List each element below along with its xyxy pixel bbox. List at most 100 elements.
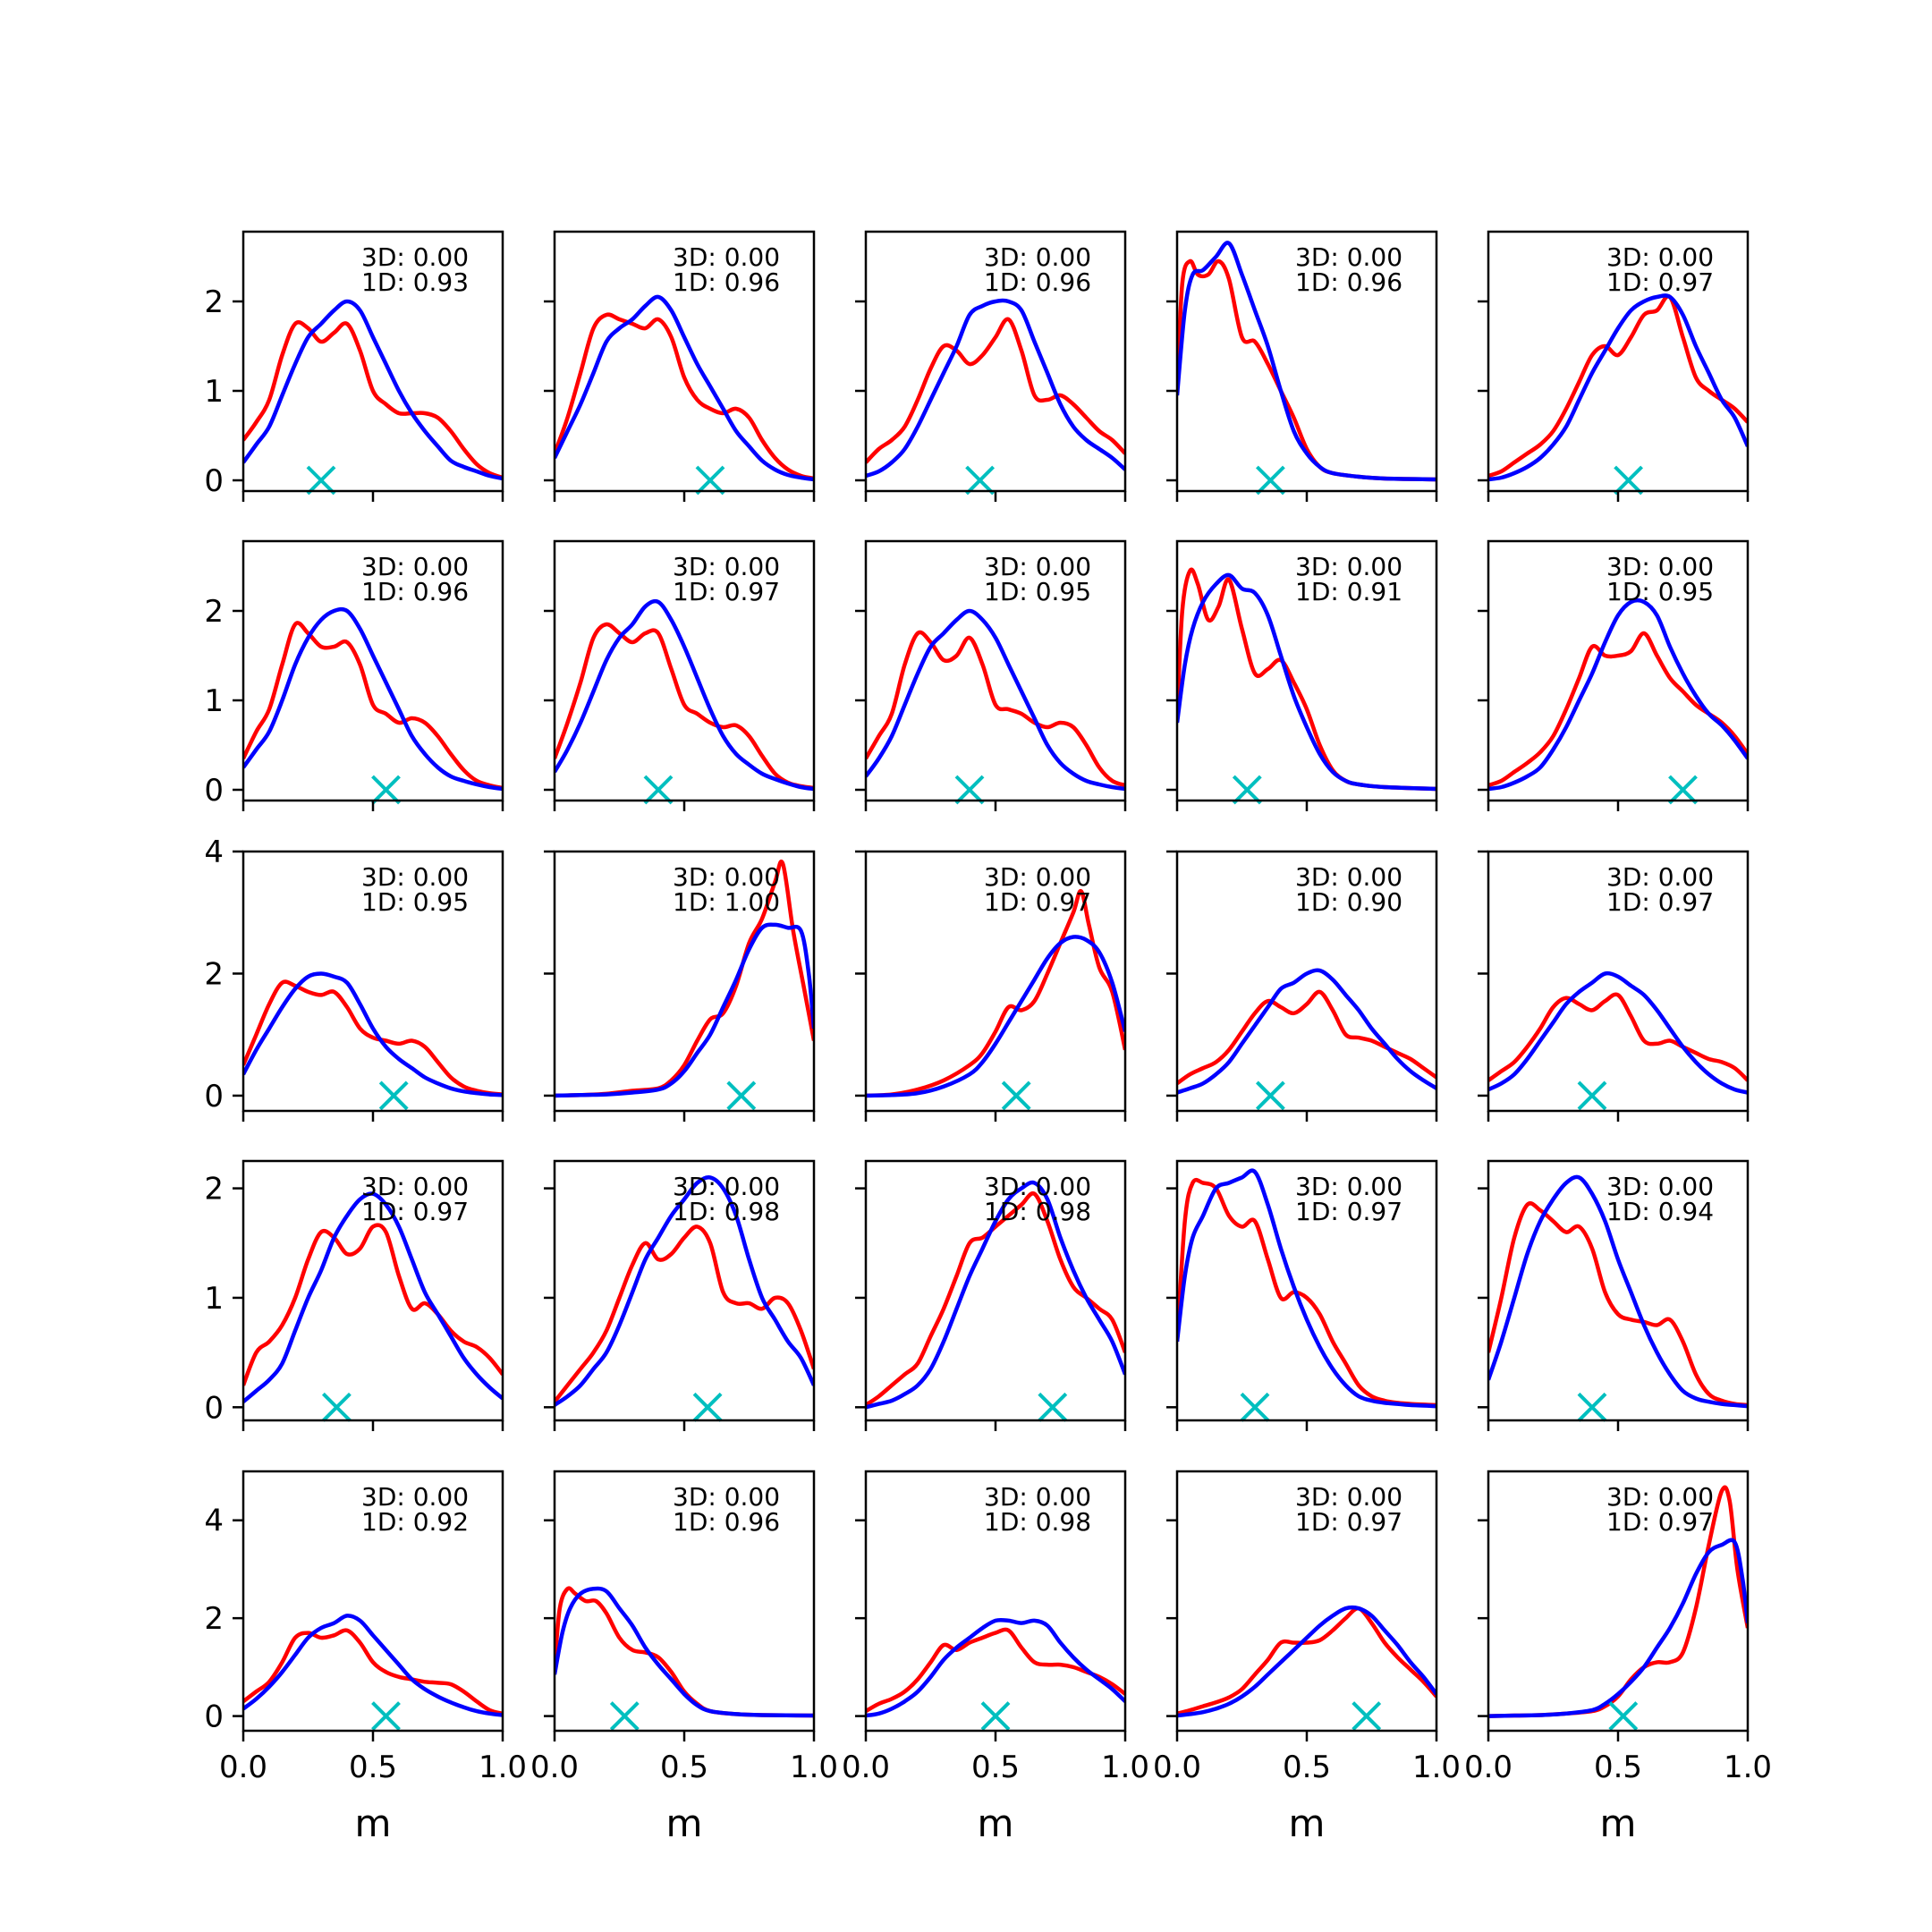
marker-stroke — [1001, 1080, 1031, 1111]
marker-stroke — [695, 465, 725, 496]
marker-x — [378, 1080, 409, 1111]
blue-series-line — [555, 1586, 814, 1718]
marker-stroke — [1240, 1392, 1270, 1422]
panel-annotation: 3D: 0.00 — [361, 1482, 469, 1512]
panel-annotation: 3D: 0.00 — [984, 242, 1091, 272]
panel-annotation: 1D: 0.97 — [1295, 1507, 1402, 1537]
y-tick-label: 2 — [204, 1172, 224, 1208]
marker-stroke — [1038, 1392, 1068, 1422]
red-series-line — [243, 1628, 503, 1716]
marker-x — [1577, 1080, 1607, 1111]
panel-annotation: 1D: 0.96 — [673, 1507, 780, 1537]
x-tick-label: 1.0 — [479, 1750, 527, 1785]
panel-annotation: 1D: 0.97 — [673, 577, 780, 606]
blue-series-line — [555, 922, 814, 1098]
blue-series-line — [866, 608, 1125, 792]
blue-series-line — [243, 1614, 503, 1717]
panel-annotation: 3D: 0.00 — [984, 862, 1091, 892]
panel-annotation: 3D: 0.00 — [673, 1482, 780, 1512]
y-tick-label: 0 — [204, 1390, 224, 1426]
y-tick-label: 1 — [204, 683, 224, 719]
panel-annotation: 3D: 0.00 — [673, 862, 780, 892]
red-series-line — [555, 1224, 814, 1403]
red-series-line — [1488, 1201, 1748, 1408]
marker-x — [726, 1080, 757, 1111]
panel-annotation: 3D: 0.00 — [1606, 1482, 1714, 1512]
blue-series-line — [1488, 1174, 1748, 1409]
panel-annotation: 1D: 0.97 — [984, 887, 1091, 917]
marker-stroke — [1577, 1392, 1607, 1422]
panel-annotation: 1D: 1.00 — [673, 887, 780, 917]
marker-x — [1255, 465, 1285, 496]
marker-stroke — [1608, 1701, 1639, 1731]
blue-series-line — [243, 606, 503, 792]
marker-stroke — [1668, 775, 1698, 805]
panel-annotation: 1D: 0.97 — [1606, 1507, 1714, 1537]
y-tick-label: 1 — [204, 1281, 224, 1317]
x-tick-label: 0.0 — [1464, 1750, 1513, 1785]
marker-x — [1614, 465, 1644, 496]
blue-series-line — [555, 1174, 814, 1407]
marker-stroke — [1614, 465, 1644, 496]
blue-series-line — [1488, 597, 1748, 792]
marker-stroke — [306, 465, 336, 496]
blue-series-line — [866, 1617, 1125, 1718]
blue-series-line — [1177, 241, 1436, 482]
x-tick-label: 1.0 — [1724, 1750, 1772, 1785]
x-tick-label: 0.5 — [1283, 1750, 1331, 1785]
x-axis-label: m — [978, 1801, 1014, 1845]
blue-series-line — [1488, 1538, 1748, 1718]
panel-annotation: 1D: 0.97 — [1295, 1197, 1402, 1226]
marker-x — [695, 465, 725, 496]
marker-x — [692, 1392, 723, 1422]
panel-annotation: 3D: 0.00 — [1295, 1482, 1402, 1512]
y-tick-label: 4 — [204, 1504, 224, 1539]
marker-x — [1255, 1080, 1285, 1111]
x-tick-label: 0.5 — [349, 1750, 397, 1785]
marker-x — [1668, 775, 1698, 805]
panel-annotation: 3D: 0.00 — [1295, 1172, 1402, 1201]
marker-stroke — [692, 1392, 723, 1422]
marker-x — [965, 465, 996, 496]
red-series-line — [866, 630, 1125, 788]
panel-annotation: 3D: 0.00 — [673, 1172, 780, 1201]
blue-series-line — [243, 971, 503, 1097]
marker-x — [1001, 1080, 1031, 1111]
marker-stroke — [954, 775, 985, 805]
panel-annotation: 3D: 0.00 — [984, 1482, 1091, 1512]
panel-annotation: 3D: 0.00 — [1606, 552, 1714, 581]
marker-x — [371, 1701, 401, 1731]
blue-series-line — [555, 598, 814, 792]
panel-annotation: 1D: 0.92 — [361, 1507, 469, 1537]
y-tick-label: 1 — [204, 374, 224, 410]
marker-x — [306, 465, 336, 496]
marker-stroke — [965, 465, 996, 496]
panel-annotation: 3D: 0.00 — [984, 1172, 1091, 1201]
panel-annotation: 3D: 0.00 — [361, 862, 469, 892]
blue-series-line — [1177, 1605, 1436, 1718]
panel-annotation: 3D: 0.00 — [1295, 552, 1402, 581]
red-series-line — [1488, 631, 1748, 788]
marker-x — [1352, 1701, 1382, 1731]
red-series-line — [243, 1223, 503, 1386]
panel-annotation: 1D: 0.95 — [984, 577, 1091, 606]
marker-stroke — [371, 775, 401, 805]
x-tick-label: 0.0 — [1153, 1750, 1201, 1785]
y-tick-label: 0 — [204, 773, 224, 809]
panel-annotation: 1D: 0.96 — [673, 267, 780, 297]
x-axis-label: m — [355, 1801, 392, 1845]
